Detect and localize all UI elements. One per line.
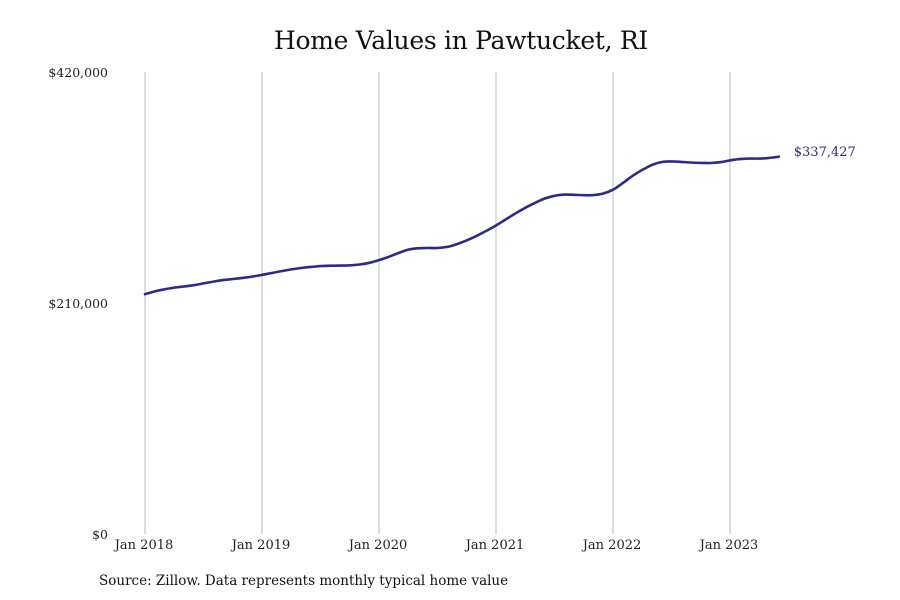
latest-value-label: $337,427 bbox=[793, 144, 856, 160]
x-tick-label-2020: Jan 2020 bbox=[348, 538, 408, 553]
vertical-gridlines bbox=[144, 72, 731, 534]
x-tick-label-2021: Jan 2021 bbox=[465, 538, 525, 553]
chart-title: Home Values in Pawtucket, RI bbox=[273, 26, 648, 55]
y-tick-label-mid: $210,000 bbox=[48, 296, 108, 311]
x-tick-label-2019: Jan 2019 bbox=[231, 538, 291, 553]
x-tick-label-2022: Jan 2022 bbox=[582, 538, 642, 553]
y-tick-label-zero: $0 bbox=[92, 527, 108, 542]
source-note: Source: Zillow. Data represents monthly … bbox=[99, 573, 509, 589]
x-tick-label-2018: Jan 2018 bbox=[114, 538, 174, 553]
x-tick-label-2023: Jan 2023 bbox=[699, 538, 759, 553]
home-value-line bbox=[143, 155, 781, 296]
y-tick-label-top: $420,000 bbox=[48, 65, 108, 80]
